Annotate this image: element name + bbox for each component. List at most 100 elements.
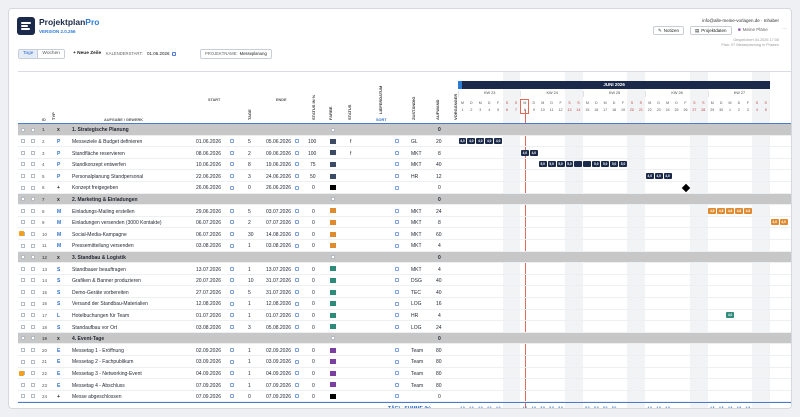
- row-select-box[interactable]: [31, 301, 35, 306]
- row-start[interactable]: 27.07.2026: [196, 289, 222, 296]
- row-task[interactable]: 2. Marketing & Einladungen: [72, 196, 138, 203]
- tab-weeks[interactable]: Wochen: [37, 50, 64, 58]
- table-row[interactable]: 9 M Einladungen versenden (3000 Kontakte) 0…: [18, 217, 791, 229]
- calendar-icon[interactable]: [230, 162, 234, 167]
- row-start[interactable]: 01.07.2026: [196, 312, 222, 319]
- calendar-icon[interactable]: [230, 371, 234, 376]
- row-checkbox[interactable]: [21, 382, 25, 387]
- calendar-icon[interactable]: [230, 347, 234, 352]
- calendar-icon[interactable]: [230, 139, 234, 144]
- note-icon[interactable]: [19, 370, 24, 376]
- row-select-box[interactable]: [31, 289, 35, 294]
- table-row[interactable]: 24 + Messe abgeschlossen 07.09.2026 0 07.09.2…: [18, 391, 791, 403]
- row-select-box[interactable]: [31, 371, 35, 376]
- row-end[interactable]: 04.09.2026: [266, 370, 292, 377]
- column-header-aufwand[interactable]: AUFWAND: [435, 99, 440, 120]
- row-task[interactable]: Standfläche reservieren: [72, 150, 125, 157]
- row-end[interactable]: 05.08.2026: [266, 324, 292, 331]
- calendar-icon[interactable]: [295, 162, 299, 167]
- gantt-bar[interactable]: 4,0: [726, 312, 734, 319]
- calendar-icon[interactable]: [295, 359, 299, 364]
- table-row[interactable]: 2 P Messeziele & Budget definieren 01.06.20…: [18, 136, 791, 148]
- gantt-bar[interactable]: 4,0: [494, 138, 503, 145]
- delivery-calendar-icon[interactable]: [395, 162, 399, 167]
- row-start[interactable]: 03.08.2026: [196, 324, 222, 331]
- gantt-bar[interactable]: 4,0: [770, 219, 779, 226]
- row-end[interactable]: 19.06.2026: [266, 162, 292, 169]
- row-task[interactable]: 4. Event-Tage: [72, 336, 105, 343]
- delivery-calendar-icon[interactable]: [395, 324, 399, 329]
- calendar-icon[interactable]: [230, 278, 234, 283]
- calendar-icon[interactable]: [230, 150, 234, 155]
- color-swatch[interactable]: [330, 208, 336, 214]
- gantt-bar[interactable]: [583, 161, 592, 168]
- delivery-calendar-icon[interactable]: [395, 301, 399, 306]
- row-start[interactable]: 13.07.2026: [196, 266, 222, 273]
- row-start[interactable]: 20.07.2026: [196, 278, 222, 285]
- color-swatch[interactable]: [330, 359, 336, 365]
- calendar-icon[interactable]: [295, 301, 299, 306]
- gantt-bar[interactable]: 4,8: [708, 207, 717, 214]
- row-start[interactable]: 12.08.2026: [196, 301, 222, 308]
- row-select-box[interactable]: [31, 347, 35, 352]
- table-row[interactable]: 13 S Standbauer beauftragen 13.07.2026 1 13.0…: [18, 263, 791, 275]
- row-select-box[interactable]: [31, 359, 35, 364]
- row-end[interactable]: 03.07.2026: [266, 208, 292, 215]
- row-end[interactable]: 01.07.2026: [266, 312, 292, 319]
- gantt-bar[interactable]: 5,0: [610, 161, 619, 168]
- gantt-bar[interactable]: 5,0: [556, 161, 565, 168]
- row-start[interactable]: 03.09.2026: [196, 359, 222, 366]
- row-task[interactable]: 1. Strategische Planung: [72, 127, 129, 134]
- row-task[interactable]: Messetag 2 - Fachpublikum: [72, 359, 134, 366]
- row-select-box[interactable]: [31, 173, 35, 178]
- table-row[interactable]: 11 M Pressemitteilung versenden 03.08.2026 1…: [18, 240, 791, 252]
- delivery-calendar-icon[interactable]: [395, 139, 399, 144]
- new-row-button[interactable]: + Neue Zeile: [73, 51, 102, 56]
- row-start[interactable]: 06.07.2026: [196, 220, 222, 227]
- column-header-lieferdatum[interactable]: LIEFERDATUM: [378, 85, 383, 114]
- column-header-zustaendig[interactable]: ZUSTÄNDIG: [411, 96, 416, 120]
- row-checkbox[interactable]: [21, 394, 25, 399]
- row-checkbox[interactable]: [21, 243, 25, 248]
- column-header-tage[interactable]: TAGE: [247, 109, 252, 120]
- column-header-ende[interactable]: ENDE: [276, 98, 287, 102]
- gantt-bar[interactable]: 5,0: [565, 161, 574, 168]
- table-row[interactable]: 18 S Standaufbau vor Ort 03.08.2026 3 05.08.2…: [18, 321, 791, 333]
- calendar-icon[interactable]: [295, 278, 299, 283]
- table-row[interactable]: 21 E Messetag 2 - Fachpublikum 03.09.2026 1 0…: [18, 356, 791, 368]
- row-end[interactable]: 14.08.2026: [266, 231, 292, 238]
- calendar-icon[interactable]: [295, 289, 299, 294]
- calendar-icon[interactable]: [295, 382, 299, 387]
- row-select-box[interactable]: [31, 324, 35, 329]
- calendar-start-field[interactable]: 01.06.2026: [147, 51, 170, 56]
- calendar-icon[interactable]: [230, 394, 234, 399]
- table-row[interactable]: 6 + Konzept freigegeben 26.06.2026 0 26.06.20…: [18, 182, 791, 194]
- row-task[interactable]: Einladungen versenden (3000 Kontakte): [72, 220, 162, 227]
- row-end[interactable]: 07.09.2026: [266, 394, 292, 401]
- row-select-box[interactable]: [31, 336, 35, 341]
- row-task[interactable]: Standaufbau vor Ort: [72, 324, 118, 331]
- color-swatch[interactable]: [330, 324, 336, 330]
- delivery-calendar-icon[interactable]: [395, 266, 399, 271]
- calendar-icon[interactable]: [295, 231, 299, 236]
- row-start[interactable]: 03.08.2026: [196, 243, 222, 250]
- delivery-calendar-icon[interactable]: [395, 220, 399, 225]
- column-header-id[interactable]: ID: [42, 118, 46, 122]
- color-swatch[interactable]: [330, 231, 336, 237]
- calendar-icon[interactable]: [230, 173, 234, 178]
- table-row[interactable]: 7 x 2. Marketing & Einladungen 0: [18, 193, 791, 206]
- my-plans-button[interactable]: ■ Meine Pläne: [734, 26, 772, 35]
- row-end[interactable]: 05.06.2026: [266, 138, 292, 145]
- table-row[interactable]: 8 M Einladungs-Mailing erstellen 29.06.2026…: [18, 205, 791, 217]
- gantt-bar[interactable]: 4,0: [663, 172, 672, 179]
- column-header-status[interactable]: STATUS: [347, 104, 352, 120]
- calendar-icon[interactable]: [295, 139, 299, 144]
- row-checkbox[interactable]: [21, 324, 25, 329]
- row-checkbox[interactable]: [21, 313, 25, 318]
- delivery-calendar-icon[interactable]: [395, 289, 399, 294]
- color-swatch[interactable]: [330, 162, 336, 168]
- row-task[interactable]: Standbauer beauftragen: [72, 266, 126, 273]
- color-swatch[interactable]: [330, 289, 336, 295]
- gantt-bar[interactable]: 4,0: [645, 172, 654, 179]
- calendar-icon[interactable]: [295, 347, 299, 352]
